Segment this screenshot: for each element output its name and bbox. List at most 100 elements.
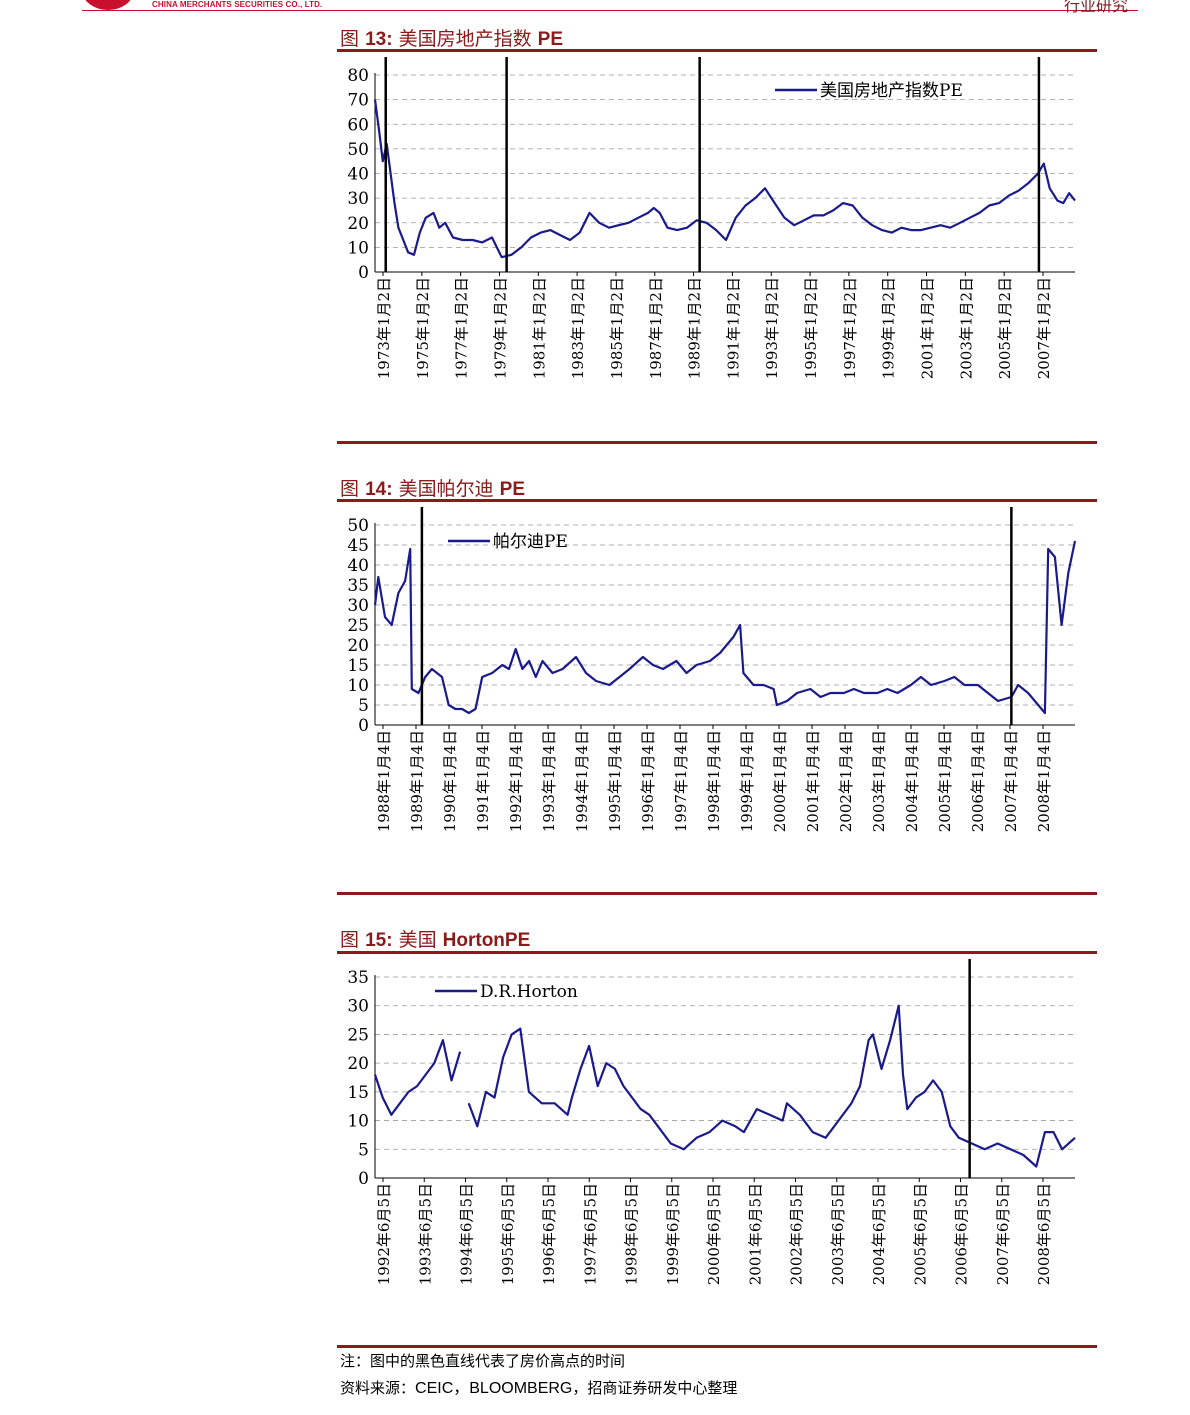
legend-label: D.R.Horton — [480, 982, 578, 1002]
y-tick-label: 60 — [347, 115, 369, 135]
x-tick-label: 1993年1月4日 — [540, 730, 558, 832]
x-tick-label: 2004年1月4日 — [903, 730, 921, 832]
x-tick-label: 2007年1月4日 — [1002, 730, 1020, 832]
y-tick-label: 30 — [347, 596, 369, 616]
company-name-en: CHINA MERCHANTS SECURITIES CO., LTD. — [152, 0, 323, 9]
y-tick-label: 5 — [358, 696, 369, 716]
source-latin: CEIC，BLOOMBERG — [415, 1380, 573, 1397]
figure-title-text: 美国帕尔迪 — [398, 478, 494, 500]
x-tick-label: 1993年1月2日 — [763, 277, 781, 379]
y-tick-label: 30 — [347, 189, 369, 209]
x-tick-label: 2005年1月2日 — [996, 277, 1014, 379]
x-tick-label: 2008年6月5日 — [1035, 1183, 1053, 1285]
x-tick-label: 2007年6月5日 — [994, 1183, 1012, 1285]
header-divider — [82, 10, 1138, 11]
y-tick-label: 0 — [358, 716, 369, 736]
figure-13-top-rule — [337, 49, 1097, 52]
legend-label: 美国房地产指数PE — [820, 81, 963, 101]
y-tick-label: 15 — [347, 1083, 369, 1103]
y-tick-label: 40 — [347, 556, 369, 576]
figure-13-bottom-rule — [337, 441, 1097, 444]
x-tick-label: 1990年1月4日 — [441, 730, 459, 832]
y-tick-label: 20 — [347, 636, 369, 656]
x-tick-label: 1985年1月2日 — [608, 277, 626, 379]
figure-15-top-rule — [337, 951, 1097, 954]
x-tick-label: 1973年1月2日 — [375, 277, 393, 379]
x-tick-label: 2008年1月4日 — [1035, 730, 1053, 832]
x-tick-label: 1977年1月2日 — [453, 277, 471, 379]
x-tick-label: 1992年6月5日 — [375, 1183, 393, 1285]
series-line — [373, 1039, 462, 1116]
x-tick-label: 1987年1月2日 — [647, 277, 665, 379]
figure-15-bottom-rule — [337, 1345, 1097, 1348]
source-suffix: ，招商证券研发中心整理 — [572, 1379, 738, 1397]
figure-13-title: 图 13: 美国房地产指数 PE — [340, 24, 563, 51]
x-tick-label: 1997年1月4日 — [672, 730, 690, 832]
figure-title-latin: PE — [537, 29, 563, 50]
x-tick-label: 1981年1月2日 — [530, 277, 548, 379]
section-label: 行业研究 — [1063, 0, 1128, 15]
figure-label: 图 — [340, 28, 360, 50]
x-tick-label: 2005年6月5日 — [911, 1183, 929, 1285]
y-tick-label: 50 — [347, 140, 369, 160]
x-tick-label: 2003年1月2日 — [957, 277, 975, 379]
series-line — [467, 1004, 1076, 1168]
x-tick-label: 2001年1月4日 — [804, 730, 822, 832]
y-tick-label: 15 — [347, 656, 369, 676]
x-tick-label: 1989年1月4日 — [408, 730, 426, 832]
x-tick-label: 1995年1月4日 — [606, 730, 624, 832]
figure-title-latin: PE — [499, 479, 525, 500]
x-tick-label: 1995年6月5日 — [499, 1183, 517, 1285]
y-tick-label: 40 — [347, 165, 369, 185]
x-tick-label: 1993年6月5日 — [416, 1183, 434, 1285]
x-tick-label: 1994年1月4日 — [573, 730, 591, 832]
x-tick-label: 1999年1月2日 — [880, 277, 898, 379]
x-tick-label: 1996年1月4日 — [639, 730, 657, 832]
x-tick-label: 1991年1月2日 — [724, 277, 742, 379]
x-tick-label: 1998年6月5日 — [623, 1183, 641, 1285]
figure-title-text: 美国房地产指数 — [398, 28, 532, 50]
figure-title-latin: HortonPE — [442, 930, 531, 951]
source-prefix: 资料来源： — [340, 1379, 416, 1397]
y-tick-label: 70 — [347, 91, 369, 111]
y-tick-label: 50 — [347, 516, 369, 536]
x-tick-label: 1983年1月2日 — [569, 277, 587, 379]
figure-13-chart: 0 10 20 30 40 50 60 70 80 1973年1月2日 1975年1月2日 1977年… — [347, 57, 1076, 379]
y-tick-label: 25 — [347, 1025, 369, 1045]
figure-number: 13: — [365, 29, 393, 50]
x-tick-label: 1997年6月5日 — [581, 1183, 599, 1285]
x-tick-label: 1996年6月5日 — [540, 1183, 558, 1285]
chart-note: 注：图中的黑色直线代表了房价高点的时间 — [340, 1350, 625, 1371]
x-tick-label: 2004年6月5日 — [870, 1183, 888, 1285]
figure-14-bottom-rule — [337, 892, 1097, 895]
figure-15-chart: 0 5 10 15 20 25 30 35 1992年6月5日 1993年6月5日 1994年6月5… — [347, 959, 1076, 1285]
y-tick-label: 35 — [347, 968, 369, 988]
x-tick-label: 2006年6月5日 — [953, 1183, 971, 1285]
company-logo-icon — [82, 0, 134, 10]
x-tick-label: 2000年6月5日 — [705, 1183, 723, 1285]
note-text: 图中的黑色直线代表了房价高点的时间 — [370, 1352, 626, 1370]
x-tick-label: 2000年1月4日 — [771, 730, 789, 832]
y-tick-label: 35 — [347, 576, 369, 596]
x-tick-label: 1998年1月4日 — [705, 730, 723, 832]
x-tick-label: 1999年1月4日 — [738, 730, 756, 832]
x-tick-label: 1999年6月5日 — [664, 1183, 682, 1285]
figure-14-title: 图 14: 美国帕尔迪 PE — [340, 474, 525, 501]
x-tick-label: 1992年1月4日 — [507, 730, 525, 832]
x-tick-label: 1995年1月2日 — [802, 277, 820, 379]
page-header: CHINA MERCHANTS SECURITIES CO., LTD. 行业研… — [0, 0, 1190, 15]
figure-14-top-rule — [337, 499, 1097, 502]
x-tick-label: 2006年1月4日 — [969, 730, 987, 832]
figure-title-text: 美国 — [398, 929, 437, 951]
x-tick-label: 2003年1月4日 — [870, 730, 888, 832]
figure-15-title: 图 15: 美国 HortonPE — [340, 925, 530, 952]
y-tick-label: 80 — [347, 66, 369, 86]
figure-label: 图 — [340, 478, 360, 500]
figure-number: 14: — [365, 479, 393, 500]
y-tick-label: 25 — [347, 616, 369, 636]
note-prefix: 注： — [340, 1352, 371, 1370]
source-note: 资料来源：CEIC，BLOOMBERG，招商证券研发中心整理 — [340, 1374, 737, 1398]
x-tick-label: 2005年1月4日 — [936, 730, 954, 832]
x-tick-label: 1994年6月5日 — [458, 1183, 476, 1285]
